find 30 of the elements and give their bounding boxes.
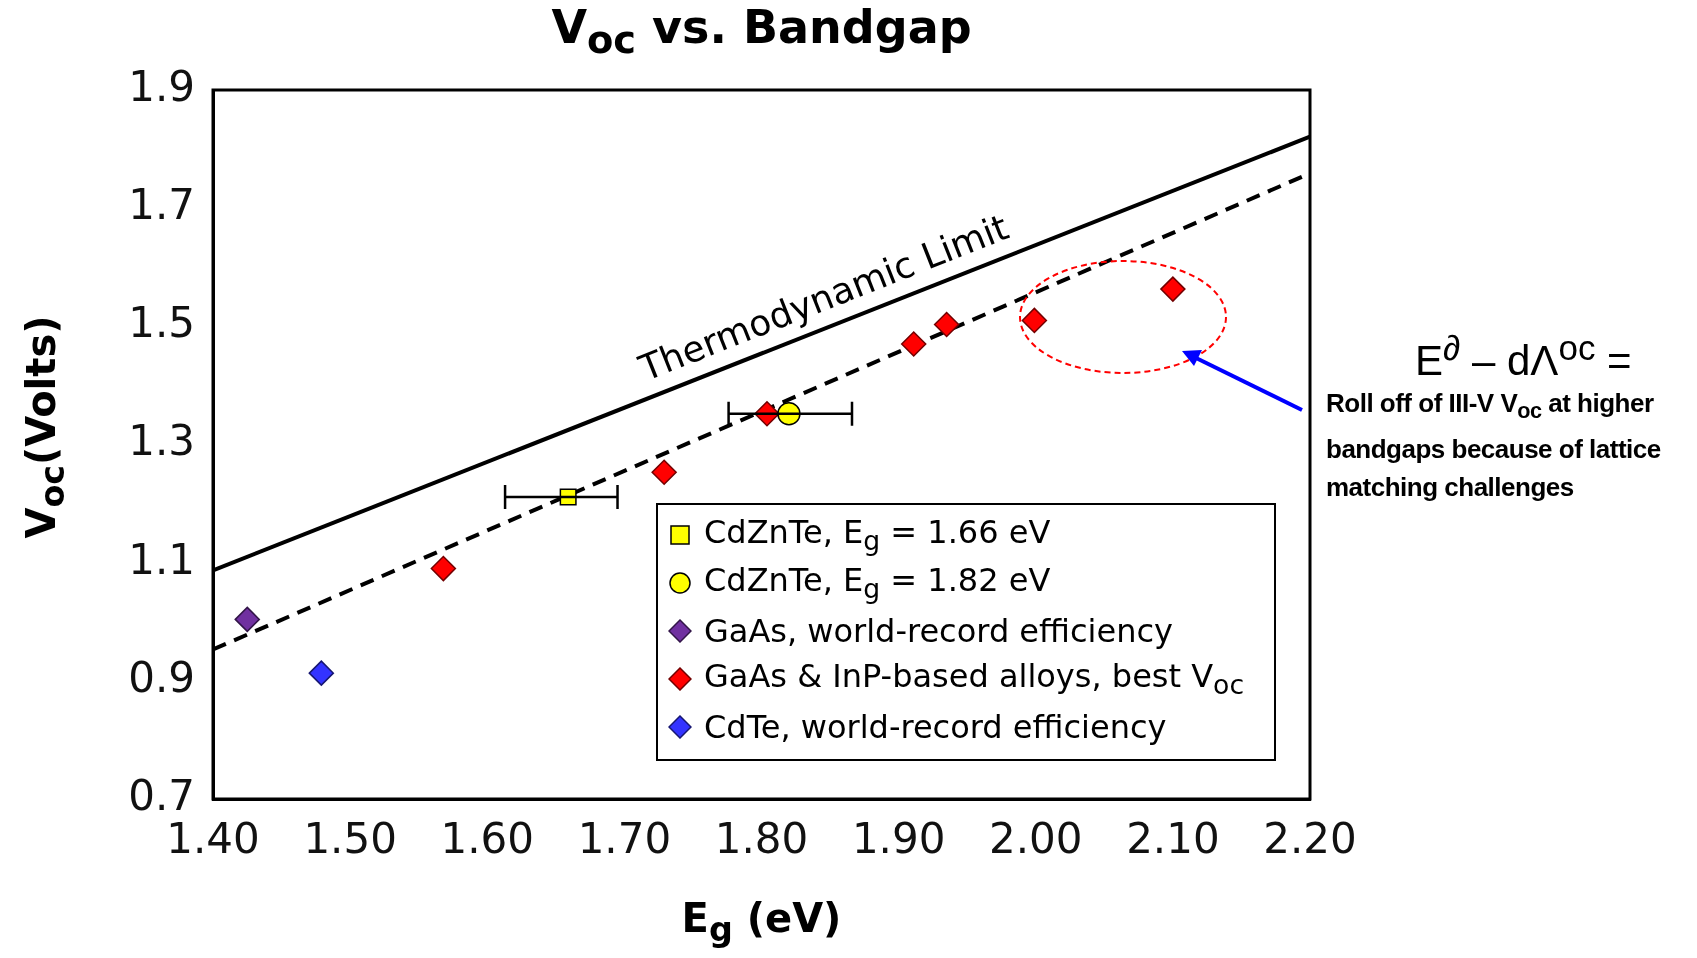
x-tick-label: 1.50 <box>303 814 397 864</box>
point <box>933 311 960 338</box>
legend-label: CdZnTe, E$_{g}$ = 1.66 eV <box>704 513 1051 557</box>
x-tick-label: 2.10 <box>1126 814 1220 864</box>
x-tick-label: 1.90 <box>851 814 946 864</box>
x-tick-label: 1.70 <box>577 814 672 864</box>
x-axis-title: E$_{g}$ (eV) <box>680 895 843 949</box>
text: Roll off of III-V V$_{oc}$ at higher bandgaps because of lattice matching challenges <box>1326 387 1662 505</box>
y-tick-label: 1.1 <box>128 534 195 584</box>
y-tick-label: 0.9 <box>128 652 195 702</box>
legend-label: GaAs & InP-based alloys, best V$_{oc}$ <box>704 657 1245 701</box>
point <box>234 606 261 633</box>
chart-title: V$_{oc}$ vs. Bandgap <box>550 0 973 63</box>
x-tick-label: 2.20 <box>1263 814 1357 864</box>
point <box>1021 307 1048 334</box>
legend-label: CdZnTe, E$_{g}$ = 1.82 eV <box>704 561 1051 605</box>
point <box>651 459 677 486</box>
x-tick-label: 1.60 <box>440 814 535 864</box>
point <box>1160 276 1186 302</box>
text: E$^{∂}$ – dΛ$^{oc}$ = <box>1415 328 1632 385</box>
legend-label: CdTe, world-record efficiency <box>704 708 1167 746</box>
y-tick-label: 1.9 <box>128 61 195 111</box>
legend-label: GaAs, world-record efficiency <box>704 612 1173 650</box>
point <box>430 555 457 582</box>
y-tick-label: 1.5 <box>128 298 195 348</box>
y-tick-label: 1.7 <box>128 180 195 230</box>
x-tick-label: 1.80 <box>714 814 809 864</box>
x-tick-label: 2.00 <box>988 814 1083 864</box>
point <box>308 660 335 686</box>
y-tick-label: 1.3 <box>128 416 195 466</box>
